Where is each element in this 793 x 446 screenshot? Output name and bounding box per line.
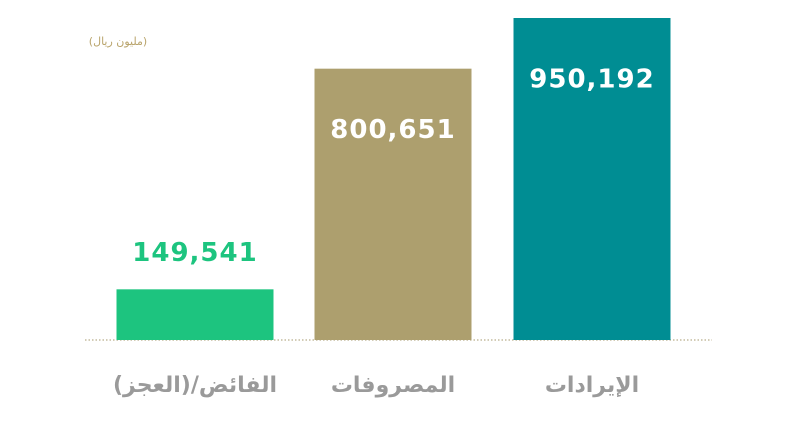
- bar: [314, 68, 472, 341]
- x-tick-label: الفائض/(العجز): [113, 373, 277, 398]
- unit-label: (مليون ريال): [89, 35, 147, 48]
- x-tick-label: الإيرادات: [545, 373, 639, 398]
- value-label: 800,651: [330, 115, 455, 145]
- bar: [116, 289, 274, 340]
- bar: [513, 18, 671, 340]
- value-label: 149,541: [132, 238, 257, 268]
- value-label: 950,192: [529, 65, 654, 95]
- x-tick-label: المصروفات: [331, 373, 455, 398]
